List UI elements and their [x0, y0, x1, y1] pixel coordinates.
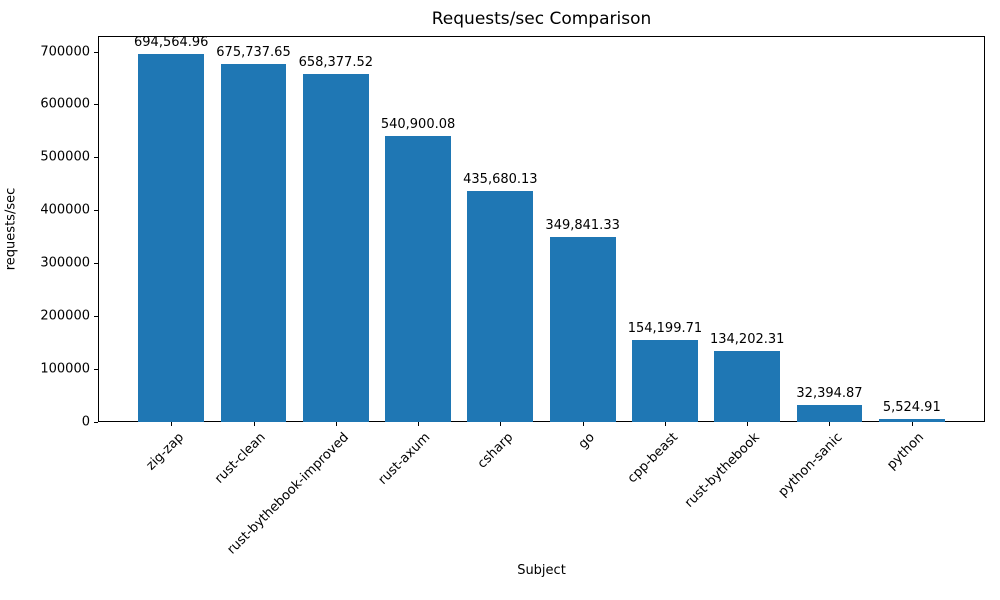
x-tick-mark	[664, 422, 666, 426]
x-tick-mark	[500, 422, 502, 426]
x-tick-label: rust-axum	[375, 430, 434, 488]
bar-value-label: 32,394.87	[796, 385, 863, 401]
y-tick-label: 700000	[40, 44, 90, 59]
x-tick-mark	[171, 422, 173, 426]
bar-value-label: 658,377.52	[298, 54, 373, 70]
x-axis-label: Subject	[517, 563, 566, 578]
bar	[796, 404, 863, 422]
bar	[302, 73, 369, 422]
y-tick-mark	[94, 369, 98, 371]
y-tick-mark	[94, 51, 98, 53]
y-tick-label: 0	[81, 414, 90, 430]
y-tick-label: 200000	[40, 308, 90, 324]
y-axis-label: requests/sec	[3, 187, 19, 271]
bar-value-label: 154,199.71	[627, 321, 703, 337]
y-tick-label: 300000	[40, 255, 90, 271]
bar	[138, 54, 205, 422]
x-tick-label: cpp-beast	[624, 430, 681, 487]
x-tick-label: rust-bythebook	[682, 430, 763, 511]
x-tick-mark	[747, 422, 749, 426]
y-tick-label: 500000	[40, 149, 90, 165]
bar-value-label: 349,841.33	[545, 217, 620, 233]
x-tick-label: rust-clean	[212, 430, 270, 487]
bar	[878, 419, 945, 422]
y-tick-label: 400000	[40, 202, 90, 218]
x-tick-mark	[418, 422, 420, 426]
x-tick-label: zig-zap	[143, 430, 187, 474]
y-tick-mark	[94, 263, 98, 265]
x-tick-label: csharp	[474, 430, 516, 472]
x-tick-mark	[582, 422, 584, 426]
bar-value-label: 435,680.13	[463, 172, 538, 188]
y-tick-mark	[94, 210, 98, 212]
y-tick-mark	[94, 316, 98, 318]
bar-value-label: 540,900.08	[380, 116, 456, 132]
chart-title: Requests/sec Comparison	[431, 9, 652, 29]
y-tick-mark	[94, 422, 98, 423]
x-tick-mark	[335, 422, 337, 426]
x-tick-label: python	[884, 430, 928, 473]
bar	[714, 350, 781, 422]
y-tick-mark	[94, 104, 98, 106]
bar	[632, 340, 698, 422]
bar	[549, 236, 616, 422]
y-tick-label: 600000	[40, 96, 90, 112]
bar-value-label: 134,202.31	[709, 331, 785, 347]
y-tick-label: 100000	[40, 361, 90, 377]
x-tick-mark	[911, 422, 913, 426]
bar-value-label: 694,564.96	[134, 35, 209, 51]
x-tick-mark	[829, 422, 831, 426]
bar-value-label: 5,524.91	[882, 400, 941, 416]
bar	[220, 64, 287, 422]
bar-value-label: 675,737.65	[216, 45, 291, 61]
y-tick-mark	[94, 157, 98, 159]
x-tick-label: go	[576, 430, 599, 453]
x-tick-label: python-sanic	[775, 430, 846, 500]
bar	[467, 191, 534, 422]
bar	[385, 135, 451, 422]
x-tick-mark	[253, 422, 255, 426]
